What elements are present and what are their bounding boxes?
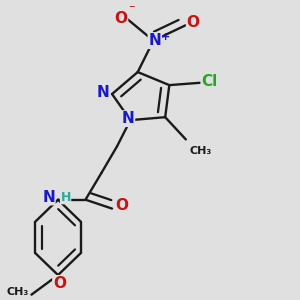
Text: O: O xyxy=(53,276,66,291)
Text: O: O xyxy=(115,198,128,213)
Text: O: O xyxy=(114,11,128,26)
Text: CH₃: CH₃ xyxy=(189,146,212,156)
Text: CH₃: CH₃ xyxy=(7,287,29,297)
Text: ⁻: ⁻ xyxy=(128,3,134,16)
Text: +: + xyxy=(160,32,170,42)
Text: H: H xyxy=(60,191,71,204)
Text: N: N xyxy=(122,111,134,126)
Text: N: N xyxy=(148,33,161,48)
Text: O: O xyxy=(187,15,200,30)
Text: N: N xyxy=(96,85,109,100)
Text: N: N xyxy=(42,190,55,205)
Text: Cl: Cl xyxy=(201,74,218,89)
